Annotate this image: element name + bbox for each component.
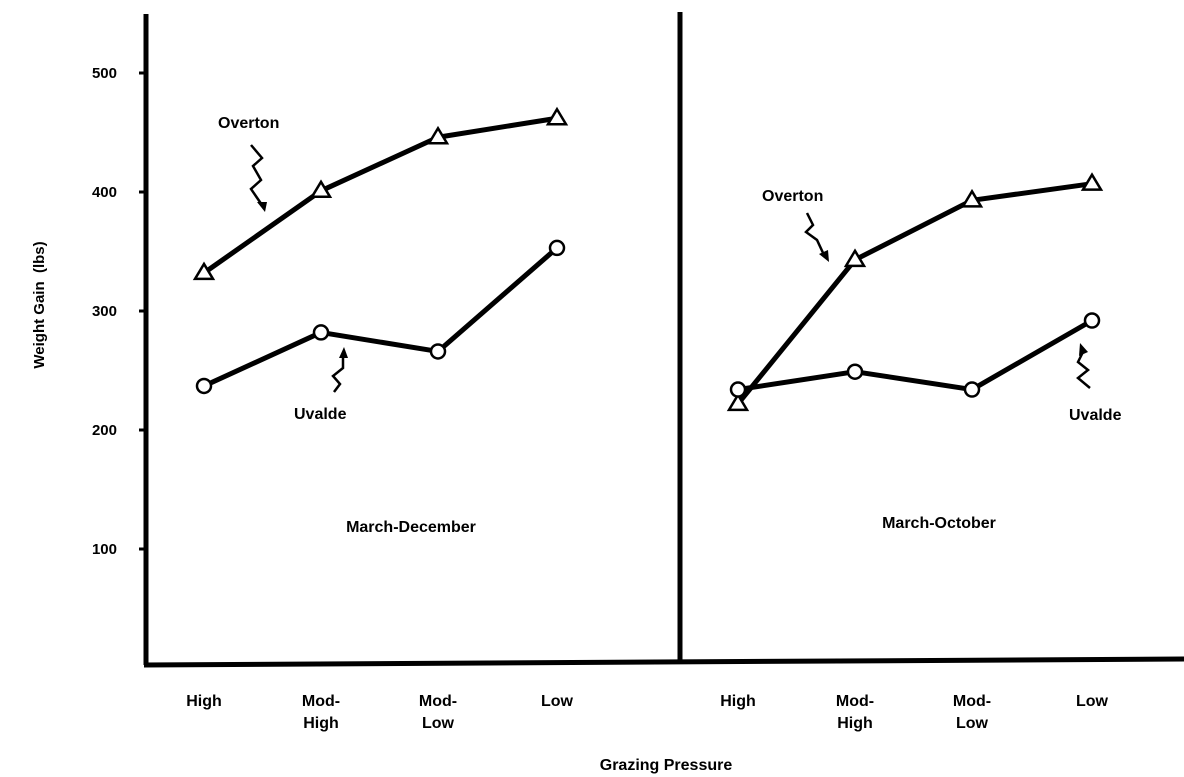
point-overton-1-1 (309, 179, 333, 199)
x-tick-label: Mod-High (302, 693, 340, 732)
series-label-uvalde-1: Uvalde (294, 406, 347, 423)
arrow-overton-1 (249, 144, 264, 206)
x-tick-labels: High Mod-High Mod-Low Low High Mod-High Mod-Lo… (186, 693, 1108, 732)
y-ticks: 100 200 300 400 500 (92, 65, 146, 558)
arrowhead-uvalde-2 (1079, 343, 1088, 356)
x-tick-label: High (186, 693, 222, 710)
y-axis-label: Weight Gain (lbs) (31, 241, 48, 368)
series-line-uvalde-2 (737, 318, 1094, 393)
panel-title-2: March-October (882, 515, 996, 532)
arrowhead-overton-2 (819, 250, 829, 262)
x-tick-label: Mod-High (836, 693, 874, 732)
point-uvalde-2-1 (846, 363, 864, 380)
series-label-overton-2: Overton (762, 188, 823, 205)
arrowhead-uvalde-1 (339, 347, 348, 358)
point-overton-1-2 (426, 125, 450, 145)
x-tick-label: High (720, 693, 756, 710)
y-tick-label: 200 (92, 422, 117, 439)
arrow-overton-2 (804, 212, 826, 256)
point-overton-1-0 (192, 261, 216, 281)
y-tick-label: 300 (92, 303, 117, 320)
point-uvalde-1-1 (312, 324, 330, 341)
point-uvalde-1-3 (548, 239, 566, 257)
arrow-uvalde-2 (1076, 349, 1091, 389)
series-line-overton-2 (736, 181, 1093, 406)
point-overton-2-3 (1080, 172, 1104, 191)
series-label-overton-1: Overton (218, 115, 279, 132)
series-layer (192, 106, 1104, 412)
arrowhead-overton-1 (257, 202, 267, 212)
point-uvalde-1-0 (195, 377, 213, 395)
point-uvalde-1-2 (429, 343, 447, 360)
series-line-overton-1 (202, 115, 558, 275)
point-overton-2-0 (726, 392, 750, 412)
point-overton-1-3 (545, 106, 569, 126)
series-line-uvalde-1 (202, 246, 559, 389)
x-axis-label: Grazing Pressure (600, 757, 733, 774)
x-tick-label: Mod-Low (953, 693, 991, 732)
annotation-arrows (249, 144, 1091, 393)
y-tick-label: 400 (92, 184, 117, 201)
point-overton-2-2 (960, 188, 984, 208)
arrow-uvalde-1 (331, 356, 345, 393)
x-tick-label: Low (1076, 693, 1109, 710)
y-tick-label: 100 (92, 541, 117, 558)
point-uvalde-2-0 (729, 381, 747, 398)
x-tick-label: Mod-Low (419, 693, 457, 732)
series-label-uvalde-2: Uvalde (1069, 407, 1122, 424)
x-tick-label: Low (541, 693, 574, 710)
point-uvalde-2-2 (963, 381, 981, 398)
x-axis (143, 656, 1184, 668)
panel-title-1: March-December (346, 519, 476, 536)
point-uvalde-2-3 (1083, 312, 1101, 329)
y-tick-label: 500 (92, 65, 117, 82)
point-overton-2-1 (843, 248, 867, 268)
